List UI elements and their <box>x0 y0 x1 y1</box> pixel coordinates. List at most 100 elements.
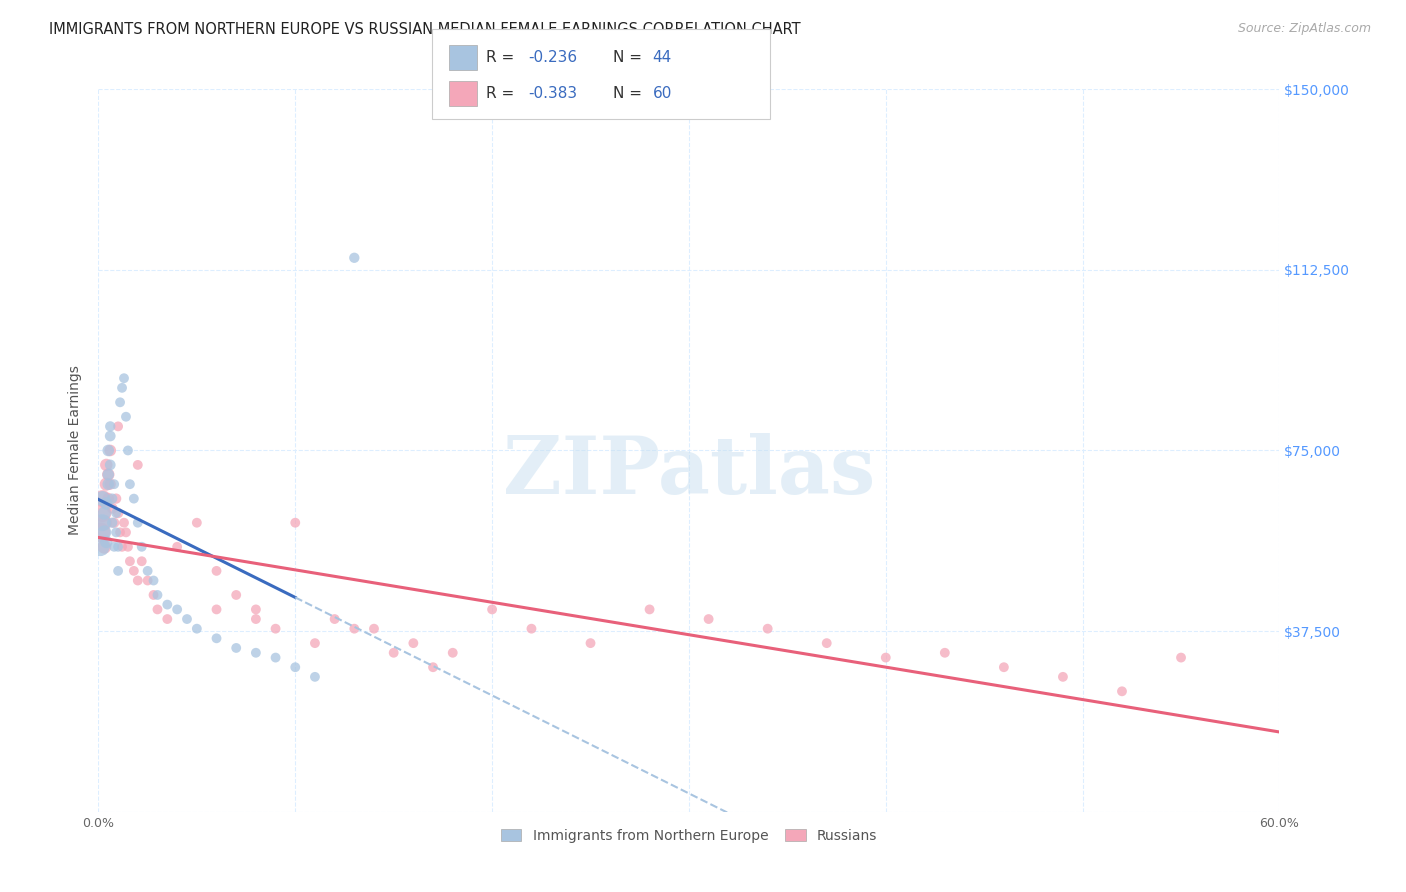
Point <box>122 491 145 506</box>
Point <box>107 540 129 554</box>
Point <box>697 612 720 626</box>
Point <box>98 443 121 458</box>
Point <box>343 622 366 636</box>
Point <box>105 525 128 540</box>
Point <box>127 574 149 588</box>
Point <box>756 622 779 636</box>
Point <box>225 640 247 655</box>
Point <box>103 516 125 530</box>
Point <box>579 636 602 650</box>
Text: R =: R = <box>486 86 520 101</box>
Point <box>89 525 111 540</box>
Legend: Immigrants from Northern Europe, Russians: Immigrants from Northern Europe, Russian… <box>495 823 883 848</box>
Point <box>105 506 128 520</box>
Y-axis label: Median Female Earnings: Median Female Earnings <box>69 366 83 535</box>
Point <box>1170 650 1192 665</box>
Text: Source: ZipAtlas.com: Source: ZipAtlas.com <box>1237 22 1371 36</box>
Point <box>441 646 464 660</box>
Point <box>97 491 120 506</box>
Point <box>264 622 287 636</box>
Point <box>112 371 135 385</box>
Point <box>127 516 149 530</box>
Point <box>105 491 128 506</box>
Text: 60: 60 <box>652 86 672 101</box>
Point <box>264 650 287 665</box>
Text: -0.236: -0.236 <box>529 51 578 65</box>
Point <box>245 602 267 616</box>
Point <box>131 540 153 554</box>
Point <box>520 622 543 636</box>
Point <box>107 506 129 520</box>
Point <box>142 588 165 602</box>
Point <box>115 409 138 424</box>
Point <box>343 251 366 265</box>
Text: R =: R = <box>486 51 520 65</box>
Point <box>186 622 208 636</box>
Point <box>481 602 503 616</box>
Point <box>96 496 118 510</box>
Point <box>934 646 956 660</box>
Point <box>91 491 114 506</box>
Point <box>91 491 114 506</box>
Point <box>205 632 228 646</box>
Point <box>638 602 661 616</box>
Point <box>402 636 425 650</box>
Text: 44: 44 <box>652 51 672 65</box>
Point <box>117 540 139 554</box>
Point <box>131 554 153 568</box>
Point <box>101 516 124 530</box>
Point <box>101 491 124 506</box>
Point <box>93 540 115 554</box>
Point <box>111 540 134 554</box>
Point <box>112 516 135 530</box>
Point <box>98 458 121 472</box>
Text: ZIPatlas: ZIPatlas <box>503 434 875 511</box>
Point <box>156 598 179 612</box>
Point <box>122 564 145 578</box>
Point <box>284 660 307 674</box>
Point <box>136 564 159 578</box>
Point <box>107 564 129 578</box>
Point <box>993 660 1015 674</box>
Point <box>93 506 115 520</box>
Point <box>96 535 118 549</box>
Point <box>142 574 165 588</box>
Point <box>97 467 120 482</box>
Text: IMMIGRANTS FROM NORTHERN EUROPE VS RUSSIAN MEDIAN FEMALE EARNINGS CORRELATION CH: IMMIGRANTS FROM NORTHERN EUROPE VS RUSSI… <box>49 22 801 37</box>
Point <box>323 612 346 626</box>
Point <box>107 419 129 434</box>
Point <box>101 501 124 516</box>
Point <box>89 540 111 554</box>
Point <box>186 516 208 530</box>
Point <box>245 612 267 626</box>
Point <box>91 516 114 530</box>
Point <box>118 554 141 568</box>
Point <box>91 506 114 520</box>
Point <box>304 670 326 684</box>
Text: N =: N = <box>613 51 647 65</box>
Point <box>98 419 121 434</box>
Point <box>205 602 228 616</box>
Point <box>205 564 228 578</box>
Point <box>146 602 169 616</box>
Point <box>96 458 118 472</box>
Point <box>382 646 405 660</box>
Point <box>146 588 169 602</box>
Point <box>156 612 179 626</box>
Point <box>363 622 385 636</box>
Point <box>225 588 247 602</box>
Point <box>166 540 188 554</box>
Point <box>1052 670 1074 684</box>
Point <box>93 525 115 540</box>
Point <box>815 636 838 650</box>
Point <box>97 443 120 458</box>
Point <box>98 429 121 443</box>
Text: -0.383: -0.383 <box>529 86 578 101</box>
Point <box>176 612 198 626</box>
Point <box>117 443 139 458</box>
Point <box>1111 684 1133 698</box>
Point <box>97 467 120 482</box>
Point <box>304 636 326 650</box>
Point <box>284 516 307 530</box>
Point <box>127 458 149 472</box>
